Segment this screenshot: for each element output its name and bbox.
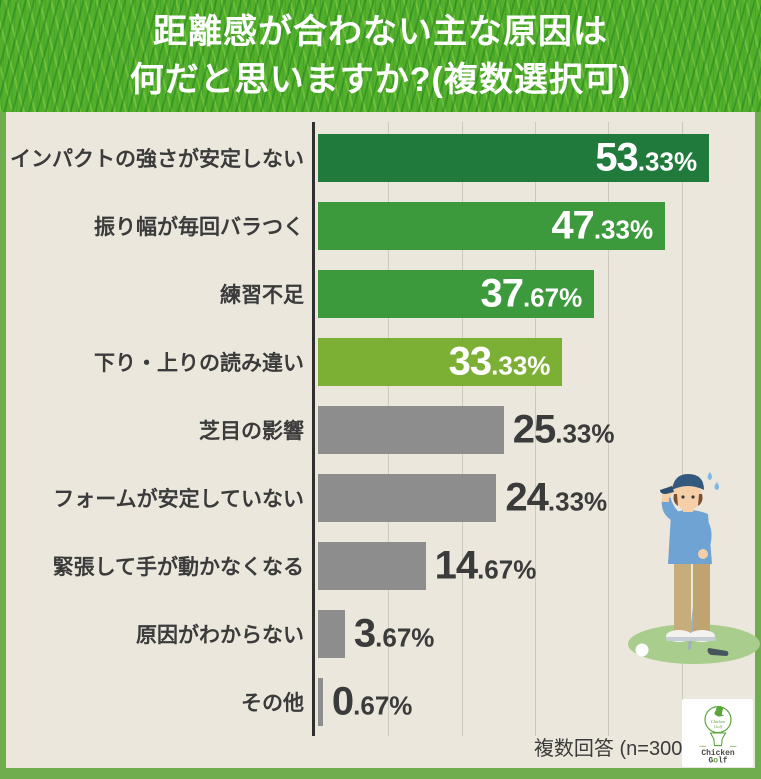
category-label: 緊張して手が動かなくなる <box>52 556 304 579</box>
bar-track: 53.33% <box>315 134 755 182</box>
bar-value: 25.33% <box>512 407 615 452</box>
bar-value: 33.33% <box>448 339 551 384</box>
bar-track: 3.67% <box>315 610 755 658</box>
bar-value: 24.33% <box>505 475 608 520</box>
golfer-illustration <box>628 472 760 664</box>
bar-row: 下り・上りの読み違い 33.33% <box>6 338 755 386</box>
bar: 53.33% <box>318 134 710 182</box>
bar-row: その他 0.67% <box>6 678 755 726</box>
svg-text:Golf: Golf <box>713 724 722 729</box>
bar-track: 33.33% <box>315 338 755 386</box>
page-title-line2: 何だと思いますか?(複数選択可) <box>129 61 632 99</box>
category-label: 振り幅が毎回バラつく <box>94 216 304 239</box>
gridline <box>681 122 683 736</box>
chart-area: インパクトの強さが安定しない 53.33% 振り幅が毎回バラつく 47.33% 練習不足… <box>6 112 760 768</box>
bar-value: 37.67% <box>480 271 583 316</box>
bar <box>318 610 345 658</box>
category-label: その他 <box>241 692 304 715</box>
bar <box>318 678 323 726</box>
bar <box>318 474 497 522</box>
bar-row: 原因がわからない 3.67% <box>6 610 755 658</box>
category-label: 芝目の影響 <box>199 420 304 443</box>
gridline <box>535 122 536 736</box>
category-label: フォームが安定していない <box>53 488 304 511</box>
category-label: インパクトの強さが安定しない <box>10 148 304 171</box>
rooster-on-golf-tee-icon: Chicken Golf Chicken Golf <box>699 705 736 764</box>
bar-row: インパクトの強さが安定しない 53.33% <box>6 134 755 182</box>
bar-value: 0.67% <box>331 679 413 724</box>
bar-row: 振り幅が毎回バラつく 47.33% <box>6 202 755 250</box>
bar: 47.33% <box>318 202 666 250</box>
bar-row: 練習不足 37.67% <box>6 270 755 318</box>
category-label: 練習不足 <box>220 284 304 307</box>
bar-track: 25.33% <box>315 406 755 454</box>
bar <box>318 406 504 454</box>
bar-row: 芝目の影響 25.33% <box>6 406 755 454</box>
bar-value: 47.33% <box>551 203 654 248</box>
bar-value: 3.67% <box>353 611 435 656</box>
bar: 37.67% <box>318 270 595 318</box>
chicken-golf-logo: Chicken Golf Chicken Golf <box>682 699 753 767</box>
gridline <box>608 122 610 736</box>
bar: 33.33% <box>318 338 563 386</box>
bar-track: 47.33% <box>315 202 755 250</box>
bar <box>318 542 426 590</box>
grass-header: 距離感が合わない主な原因は 何だと思いますか?(複数選択可) <box>0 0 761 112</box>
bar-value: 14.67% <box>434 543 537 588</box>
bar-track: 14.67% <box>315 542 755 590</box>
page-title-line1: 距離感が合わない主な原因は <box>153 12 608 51</box>
bar-value: 53.33% <box>595 135 698 180</box>
category-label: 原因がわからない <box>136 624 304 647</box>
logo-text-chicken: Chicken <box>701 749 735 758</box>
bar-track: 37.67% <box>315 270 755 318</box>
bar-row: フォームが安定していない 24.33% <box>6 474 755 522</box>
bar-track: 24.33% <box>315 474 755 522</box>
sample-size-note: 複数回答 (n=300) <box>533 738 689 760</box>
bar-row: 緊張して手が動かなくなる 14.67% <box>6 542 755 590</box>
svg-text:Chicken: Chicken <box>710 719 726 724</box>
bar-track: 0.67% <box>315 678 755 726</box>
category-label: 下り・上りの読み違い <box>94 352 304 375</box>
bar-rows: インパクトの強さが安定しない 53.33% 振り幅が毎回バラつく 47.33% 練習不足… <box>6 112 755 746</box>
logo-text-golf: Golf <box>708 756 727 764</box>
